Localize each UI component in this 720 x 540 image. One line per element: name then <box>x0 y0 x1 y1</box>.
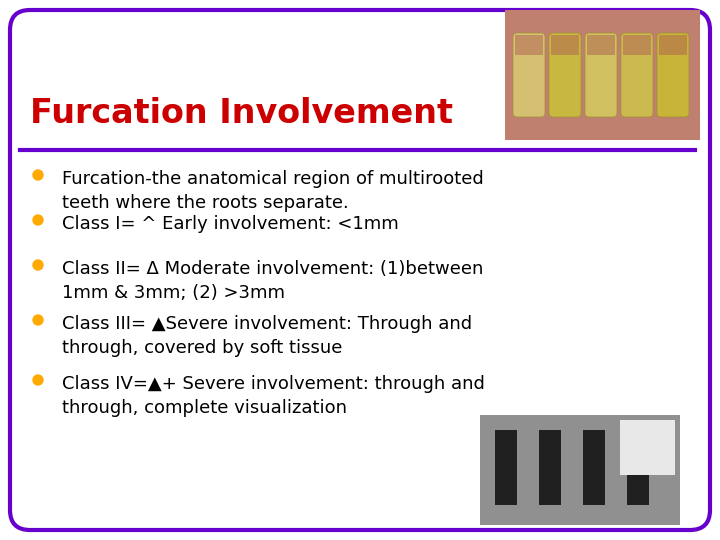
FancyBboxPatch shape <box>551 35 579 55</box>
FancyBboxPatch shape <box>627 430 649 505</box>
FancyBboxPatch shape <box>657 33 689 117</box>
Text: Class III= ▲Severe involvement: Through and
through, covered by soft tissue: Class III= ▲Severe involvement: Through … <box>62 315 472 356</box>
FancyBboxPatch shape <box>623 35 651 55</box>
Circle shape <box>33 375 43 385</box>
FancyBboxPatch shape <box>480 415 680 525</box>
FancyBboxPatch shape <box>587 35 615 55</box>
FancyBboxPatch shape <box>549 33 581 117</box>
FancyBboxPatch shape <box>620 420 675 475</box>
FancyBboxPatch shape <box>583 430 605 505</box>
FancyBboxPatch shape <box>505 10 700 140</box>
Text: Class IV=▲+ Severe involvement: through and
through, complete visualization: Class IV=▲+ Severe involvement: through … <box>62 375 485 416</box>
FancyBboxPatch shape <box>585 33 617 117</box>
FancyBboxPatch shape <box>659 35 687 55</box>
FancyBboxPatch shape <box>539 430 561 505</box>
Circle shape <box>33 215 43 225</box>
Text: Class II= Δ Moderate involvement: (1)between
1mm & 3mm; (2) >3mm: Class II= Δ Moderate involvement: (1)bet… <box>62 260 483 302</box>
Text: Class I= ^ Early involvement: <1mm: Class I= ^ Early involvement: <1mm <box>62 215 399 233</box>
Circle shape <box>33 260 43 270</box>
Circle shape <box>33 315 43 325</box>
FancyBboxPatch shape <box>10 10 710 530</box>
FancyBboxPatch shape <box>495 430 517 505</box>
FancyBboxPatch shape <box>513 33 545 117</box>
FancyBboxPatch shape <box>515 35 543 55</box>
Text: Furcation-the anatomical region of multirooted
teeth where the roots separate.: Furcation-the anatomical region of multi… <box>62 170 484 212</box>
FancyBboxPatch shape <box>621 33 653 117</box>
Text: Furcation Involvement: Furcation Involvement <box>30 97 453 130</box>
Circle shape <box>33 170 43 180</box>
